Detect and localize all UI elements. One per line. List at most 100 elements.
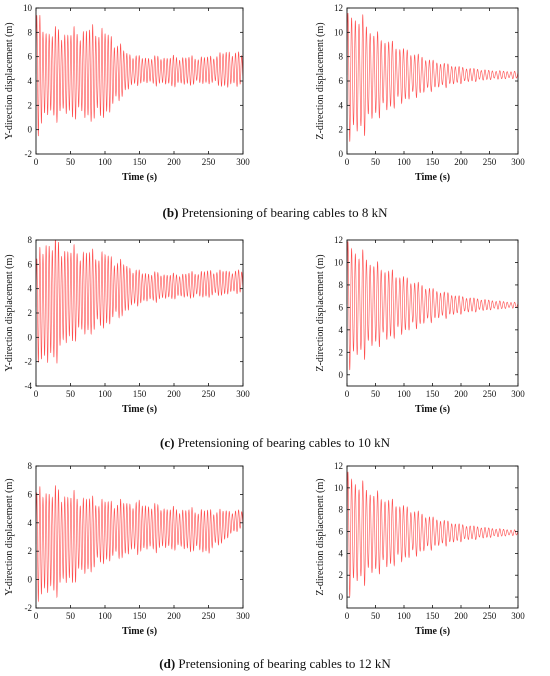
chart-b-left: 0 50 100 150 200 250 300 -2 0 2 4 6 8 10 Time (s) Y-dir… xyxy=(0,3,275,192)
y-tick-label: 4 xyxy=(28,76,33,86)
x-tick-label: 0 xyxy=(34,157,39,167)
series-line-0 xyxy=(346,12,519,142)
x-tick-label: 100 xyxy=(98,611,112,621)
caption-c-letter: (c) xyxy=(160,435,175,450)
x-axis-label: Time (s) xyxy=(415,404,450,415)
x-tick-label: 250 xyxy=(202,157,216,167)
x-axis-label: Time (s) xyxy=(415,172,450,183)
y-tick-label: 4 xyxy=(28,518,33,528)
y-tick-label: 10 xyxy=(334,27,344,37)
y-tick-label: 2 xyxy=(339,570,344,580)
chart-c-right-svg: 0 50 100 150 200 250 300 0 2 4 6 8 10 12 Time (s) Z-dir… xyxy=(315,235,525,415)
x-tick-label: 50 xyxy=(371,611,381,621)
y-tick-label: 0 xyxy=(28,575,33,585)
x-axis-label: Time (s) xyxy=(122,626,157,637)
chart-d-right-svg: 0 50 100 150 200 250 300 0 2 4 6 8 10 12 Time (s) Z-dir… xyxy=(315,461,525,637)
y-tick-label: 6 xyxy=(339,76,344,86)
x-tick-label: 200 xyxy=(167,611,181,621)
y-tick-label: 0 xyxy=(339,370,344,380)
x-tick-label: 100 xyxy=(397,611,411,621)
x-tick-label: 200 xyxy=(454,389,468,399)
series-line-0 xyxy=(35,485,244,603)
x-tick-label: 150 xyxy=(426,157,440,167)
caption-d-text: Pretensioning of bearing cables to 12 kN xyxy=(178,656,391,671)
x-tick-label: 0 xyxy=(345,389,350,399)
x-tick-label: 300 xyxy=(236,389,250,399)
y-tick-label: 4 xyxy=(28,284,33,294)
y-tick-label: -4 xyxy=(25,381,33,391)
y-tick-label: 12 xyxy=(334,3,343,13)
y-tick-label: -2 xyxy=(25,149,33,159)
chart-c-right: 0 50 100 150 200 250 300 0 2 4 6 8 10 12 Time (s) Z-dir… xyxy=(275,235,550,424)
y-tick-label: 6 xyxy=(339,302,344,312)
series-line-0 xyxy=(35,15,244,137)
x-tick-label: 300 xyxy=(236,611,250,621)
x-tick-label: 150 xyxy=(133,157,147,167)
y-axis-label: Z-direction displacement (m) xyxy=(315,478,326,595)
y-tick-label: 0 xyxy=(339,592,344,602)
y-tick-label: 4 xyxy=(339,100,344,110)
chart-b-right-svg: 0 50 100 150 200 250 300 0 2 4 6 8 10 12 Time (s) Z-dir… xyxy=(315,3,525,183)
x-tick-label: 100 xyxy=(397,157,411,167)
x-tick-label: 150 xyxy=(426,611,440,621)
chart-d-left: 0 50 100 150 200 250 300 -2 0 2 4 6 8 Time (s) Y-direc… xyxy=(0,461,275,646)
caption-c-text: Pretensioning of bearing cables to 10 kN xyxy=(177,435,390,450)
x-tick-label: 50 xyxy=(371,157,381,167)
x-tick-label: 250 xyxy=(483,157,497,167)
y-tick-label: 10 xyxy=(334,483,344,493)
y-axis-label: Y-direction displacement (m) xyxy=(4,254,15,371)
y-axis-label: Z-direction displacement (m) xyxy=(315,254,326,371)
x-axis-label: Time (s) xyxy=(122,172,157,183)
series-line-0 xyxy=(346,471,519,597)
series-line-0 xyxy=(35,239,244,364)
y-tick-label: 6 xyxy=(28,259,33,269)
y-tick-label: 8 xyxy=(339,280,344,290)
y-tick-label: 2 xyxy=(339,125,344,135)
series-line-0 xyxy=(346,241,519,371)
x-tick-label: 0 xyxy=(34,389,39,399)
caption-c: (c) Pretensioning of bearing cables to 1… xyxy=(0,435,550,451)
y-axis-label: Y-direction displacement (m) xyxy=(4,478,15,595)
y-tick-label: 2 xyxy=(28,100,33,110)
caption-d-letter: (d) xyxy=(159,656,176,671)
y-tick-label: 6 xyxy=(28,52,33,62)
y-tick-label: 8 xyxy=(339,505,344,515)
x-tick-label: 50 xyxy=(66,389,76,399)
x-tick-label: 50 xyxy=(371,389,381,399)
x-tick-label: 50 xyxy=(66,611,76,621)
y-tick-label: 0 xyxy=(28,125,33,135)
x-tick-label: 250 xyxy=(202,611,216,621)
caption-d: (d) Pretensioning of bearing cables to 1… xyxy=(0,656,550,672)
x-tick-label: 200 xyxy=(454,157,468,167)
chart-b-right: 0 50 100 150 200 250 300 0 2 4 6 8 10 12 Time (s) Z-dir… xyxy=(275,3,550,192)
chart-c-left: 0 50 100 150 200 250 300 -4 -2 0 2 4 6 8 Time (s) Y-dir… xyxy=(0,235,275,424)
y-tick-label: 10 xyxy=(334,257,344,267)
x-tick-label: 100 xyxy=(98,157,112,167)
x-tick-label: 50 xyxy=(66,157,76,167)
y-tick-label: 6 xyxy=(28,489,33,499)
y-tick-label: -2 xyxy=(25,357,33,367)
x-tick-label: 150 xyxy=(133,389,147,399)
x-tick-label: 100 xyxy=(98,389,112,399)
x-tick-label: 250 xyxy=(483,611,497,621)
x-axis-label: Time (s) xyxy=(415,626,450,637)
x-tick-label: 0 xyxy=(34,611,39,621)
y-tick-label: 4 xyxy=(339,548,344,558)
y-axis-label: Z-direction displacement (m) xyxy=(315,22,326,139)
chart-c-left-svg: 0 50 100 150 200 250 300 -4 -2 0 2 4 6 8 Time (s) Y-dir… xyxy=(4,235,250,415)
y-tick-label: 10 xyxy=(23,3,33,13)
y-tick-label: 0 xyxy=(339,149,344,159)
caption-b-letter: (b) xyxy=(162,205,179,220)
y-tick-label: 2 xyxy=(28,308,33,318)
caption-b: (b) Pretensioning of bearing cables to 8… xyxy=(0,205,550,221)
x-tick-label: 200 xyxy=(167,389,181,399)
x-tick-label: 200 xyxy=(454,611,468,621)
x-tick-label: 250 xyxy=(202,389,216,399)
x-tick-label: 300 xyxy=(236,157,250,167)
y-axis-label: Y-direction displacement (m) xyxy=(4,22,15,139)
y-tick-label: 8 xyxy=(28,235,33,245)
y-tick-label: 0 xyxy=(28,332,33,342)
y-tick-label: 8 xyxy=(28,461,33,471)
caption-b-text: Pretensioning of bearing cables to 8 kN xyxy=(181,205,388,220)
